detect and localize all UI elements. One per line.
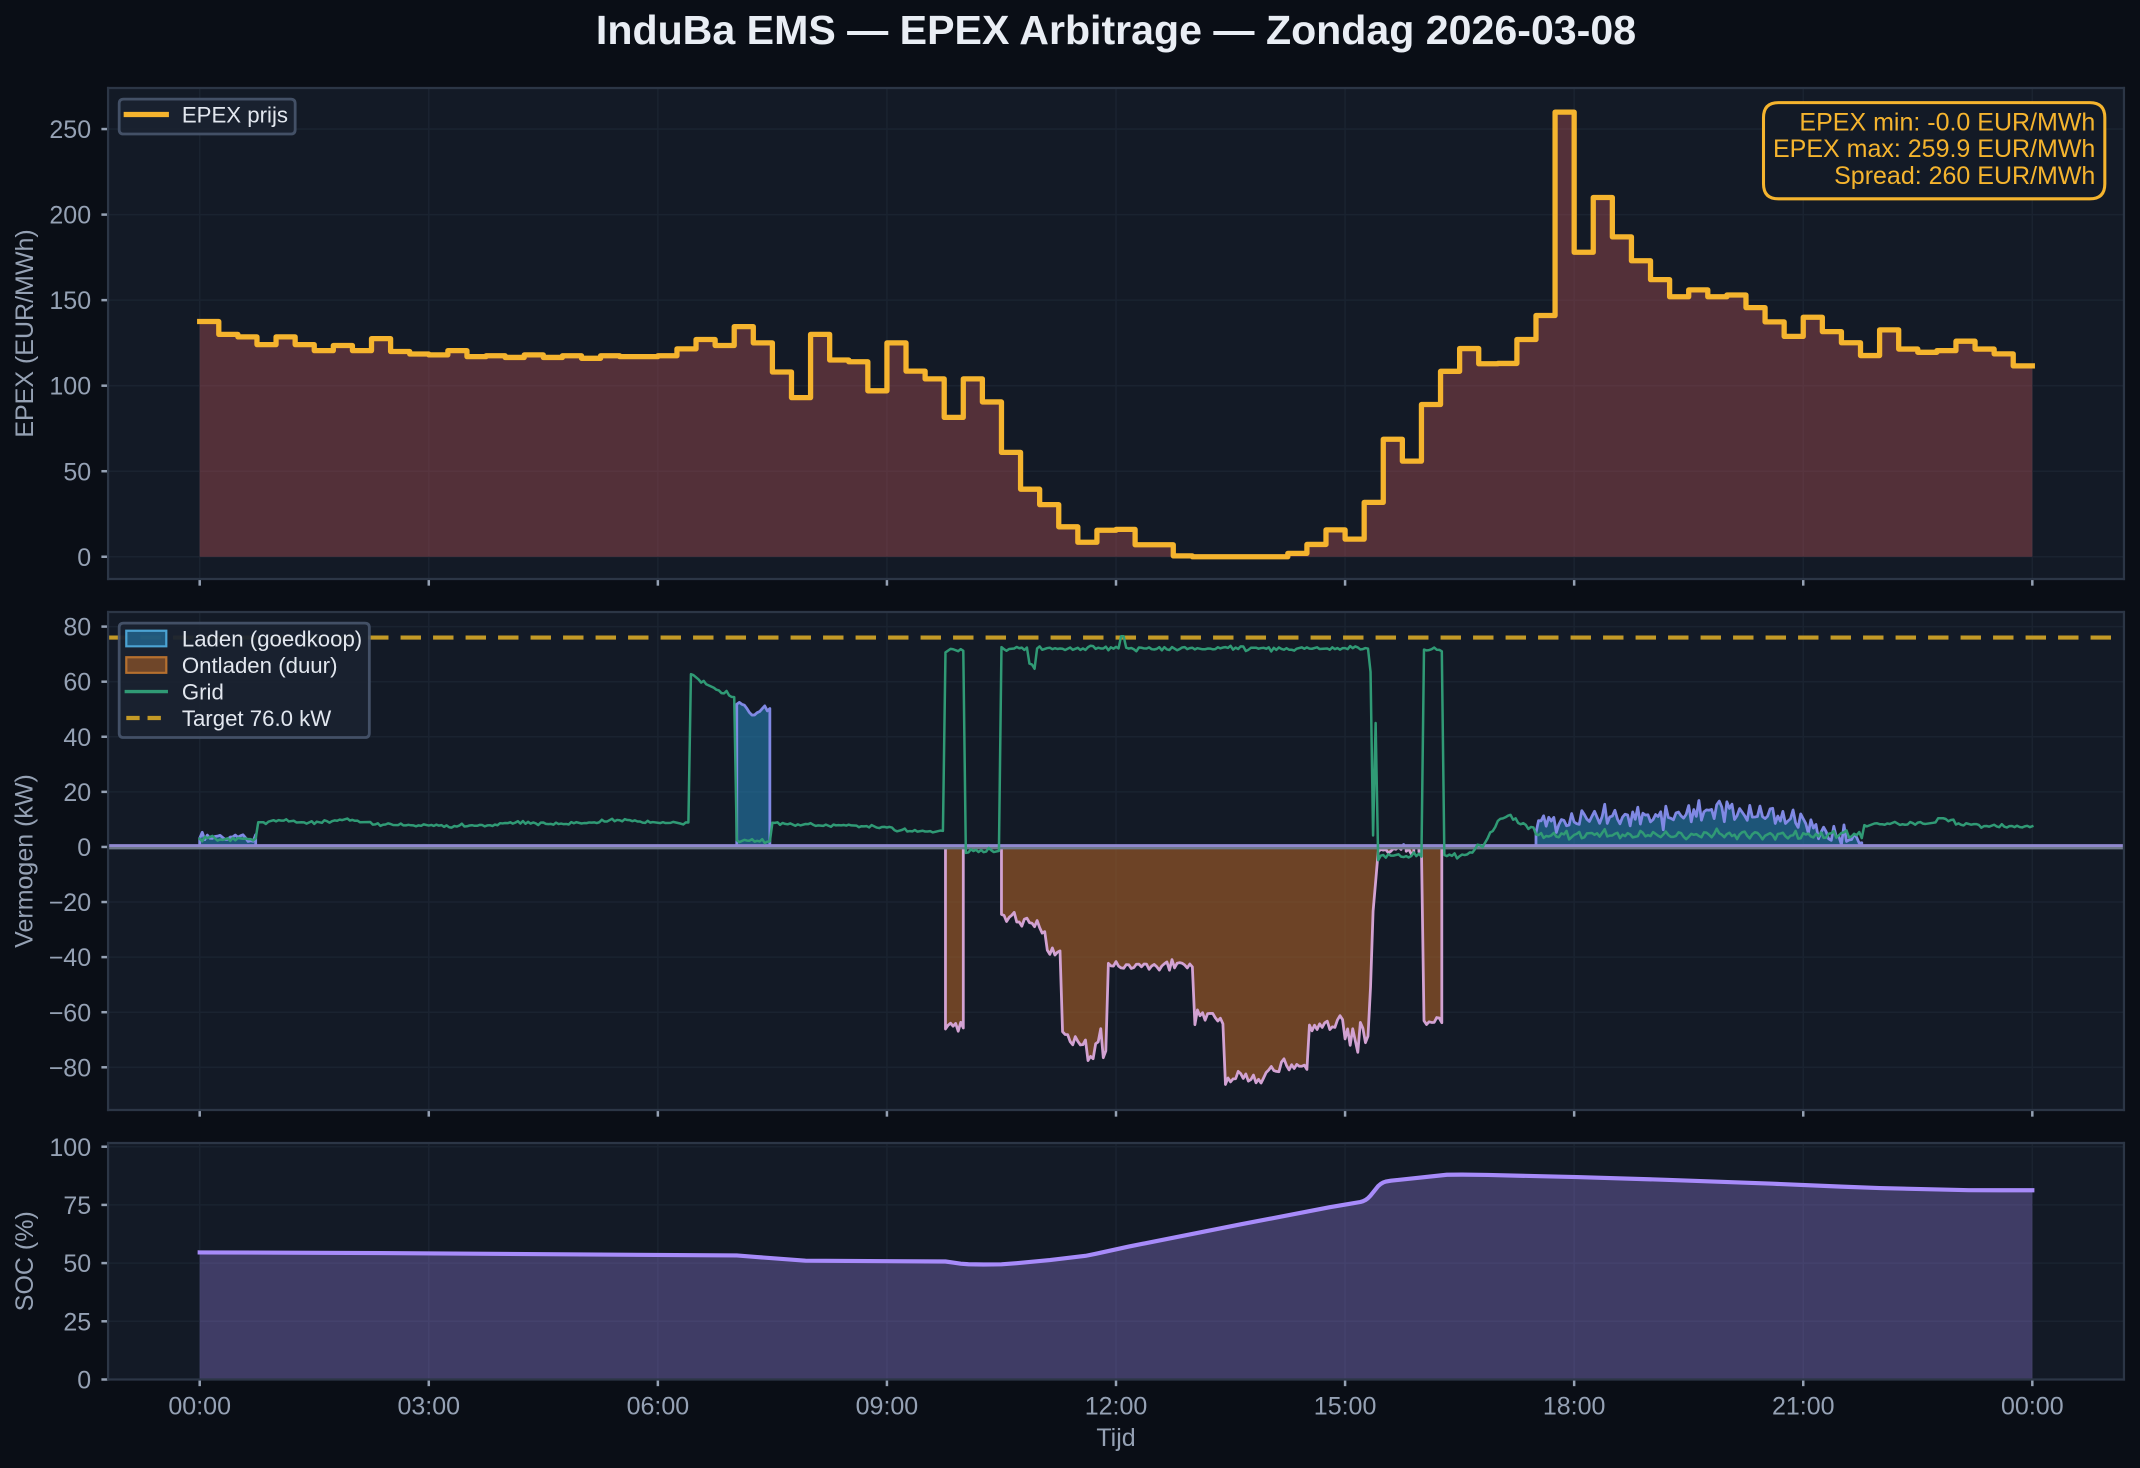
svg-text:15:00: 15:00: [1314, 1393, 1377, 1421]
svg-text:75: 75: [63, 1192, 91, 1220]
svg-text:50: 50: [63, 1250, 91, 1278]
svg-text:09:00: 09:00: [856, 1393, 919, 1421]
svg-text:Grid: Grid: [182, 679, 224, 704]
svg-text:Ontladen (duur): Ontladen (duur): [182, 653, 338, 678]
svg-text:Vermogen (kW): Vermogen (kW): [10, 774, 38, 948]
svg-text:InduBa EMS — EPEX Arbitrag: InduBa EMS — EPEX Arbitrage — Zondag 202…: [596, 7, 1636, 53]
svg-text:250: 250: [49, 116, 91, 144]
svg-text:20: 20: [63, 779, 91, 807]
svg-text:40: 40: [63, 724, 91, 752]
svg-text:−60: −60: [49, 999, 91, 1027]
svg-text:−80: −80: [49, 1054, 91, 1082]
svg-text:EPEX (EUR/MWh): EPEX (EUR/MWh): [11, 229, 39, 437]
svg-text:Laden (goedkoop): Laden (goedkoop): [182, 626, 362, 651]
svg-text:EPEX min: -0.0 EUR/MWh: EPEX min: -0.0 EUR/MWh: [1799, 108, 2095, 136]
svg-text:50: 50: [63, 458, 91, 486]
svg-text:21:00: 21:00: [1772, 1393, 1835, 1421]
svg-text:−20: −20: [49, 889, 91, 917]
svg-text:Target 76.0 kW: Target 76.0 kW: [182, 706, 331, 731]
svg-text:0: 0: [77, 544, 91, 572]
svg-text:06:00: 06:00: [627, 1393, 690, 1421]
svg-text:100: 100: [49, 373, 91, 401]
svg-text:EPEX max: 259.9 EUR/MWh: EPEX max: 259.9 EUR/MWh: [1773, 135, 2095, 163]
svg-text:0: 0: [77, 834, 91, 862]
svg-text:200: 200: [49, 202, 91, 230]
svg-text:60: 60: [63, 669, 91, 697]
svg-text:18:00: 18:00: [1543, 1393, 1606, 1421]
svg-text:SOC (%): SOC (%): [11, 1211, 39, 1311]
svg-text:00:00: 00:00: [168, 1393, 231, 1421]
svg-text:EPEX prijs: EPEX prijs: [182, 102, 288, 127]
svg-text:25: 25: [63, 1308, 91, 1336]
svg-text:Spread: 260 EUR/MWh: Spread: 260 EUR/MWh: [1834, 162, 2095, 190]
svg-text:Tijd: Tijd: [1096, 1424, 1135, 1452]
svg-text:12:00: 12:00: [1085, 1393, 1148, 1421]
svg-text:150: 150: [49, 287, 91, 315]
svg-text:00:00: 00:00: [2001, 1393, 2064, 1421]
svg-text:100: 100: [49, 1134, 91, 1162]
svg-text:03:00: 03:00: [397, 1393, 460, 1421]
svg-text:−40: −40: [49, 944, 91, 972]
svg-text:80: 80: [63, 614, 91, 642]
svg-text:0: 0: [77, 1367, 91, 1395]
